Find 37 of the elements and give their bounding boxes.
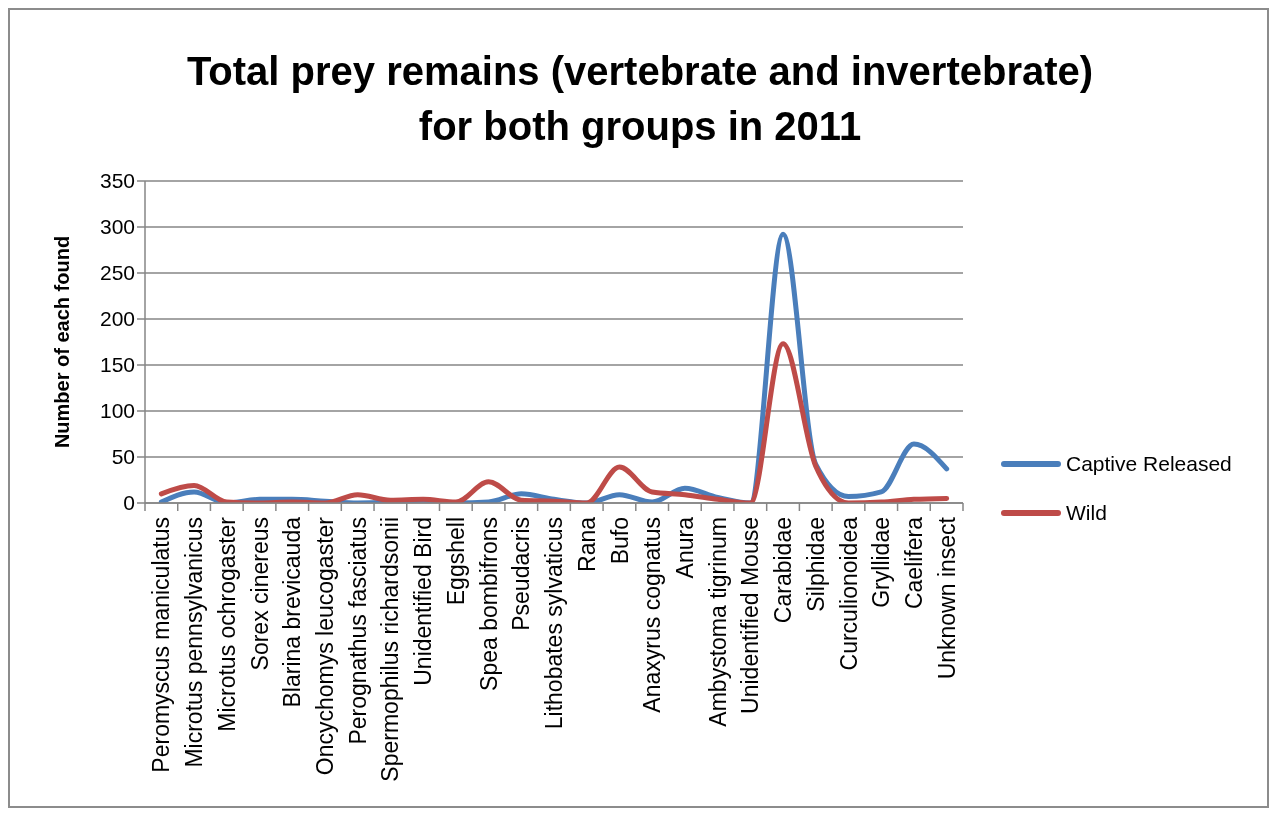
y-tick-label: 300 bbox=[99, 215, 135, 239]
x-tick-label: Perognathus fasciatus bbox=[344, 517, 371, 745]
y-tick-label: 350 bbox=[99, 169, 135, 193]
y-tick-label: 100 bbox=[99, 399, 135, 423]
x-tick-label: Caelifera bbox=[900, 516, 927, 610]
x-tick-label: Gryllidae bbox=[868, 517, 895, 608]
y-tick-label: 50 bbox=[111, 445, 135, 469]
chart-title: Total prey remains (vertebrate and invertebrate) for both groups in 2011 bbox=[186, 49, 1094, 148]
x-tick-label: Lithobates sylvaticus bbox=[541, 517, 568, 730]
y-tick-label: 250 bbox=[99, 261, 135, 285]
x-tick-label: Silphidae bbox=[802, 517, 829, 612]
x-tick-label: Pseudacris bbox=[508, 517, 535, 631]
x-tick-label: Ambystoma tigrinum bbox=[704, 517, 731, 727]
x-tick-label: Microtus ochrogaster bbox=[213, 516, 240, 732]
x-tick-label: Spea bombifrons bbox=[475, 517, 502, 691]
y-tick-label: 200 bbox=[99, 307, 135, 331]
x-tick-label: Spermophilus richardsonii bbox=[377, 517, 404, 782]
legend-label: Wild bbox=[1066, 500, 1107, 524]
x-tick-label: Unidentified Bird bbox=[410, 517, 437, 686]
x-tick-label: Eggshell bbox=[442, 517, 469, 606]
x-tick-label: Rana bbox=[573, 516, 600, 572]
x-tick-label: Microtus pennsylvanicus bbox=[181, 517, 208, 768]
x-tick-label: Peromyscus maniculatus bbox=[148, 517, 175, 773]
x-tick-label: Unknown insect bbox=[933, 516, 960, 680]
x-tick-label: Unidentified Mouse bbox=[737, 517, 764, 714]
x-tick-label: Anaxyrus cognatus bbox=[639, 517, 666, 713]
x-tick-label: Oncychomys leucogaster bbox=[312, 516, 339, 776]
y-axis-title: Number of each found bbox=[51, 235, 73, 449]
x-tick-label: Blarina brevicauda bbox=[279, 516, 306, 708]
legend-label: Captive Released bbox=[1066, 451, 1232, 475]
x-tick-label: Carabidae bbox=[770, 517, 797, 624]
x-tick-label: Sorex cinereus bbox=[246, 517, 273, 671]
y-tick-label: 150 bbox=[99, 353, 135, 377]
y-tick-label: 0 bbox=[123, 491, 135, 515]
x-tick-label: Bufo bbox=[606, 517, 633, 565]
x-tick-label: Curculionoidea bbox=[835, 516, 862, 671]
x-tick-label: Anura bbox=[671, 516, 698, 579]
